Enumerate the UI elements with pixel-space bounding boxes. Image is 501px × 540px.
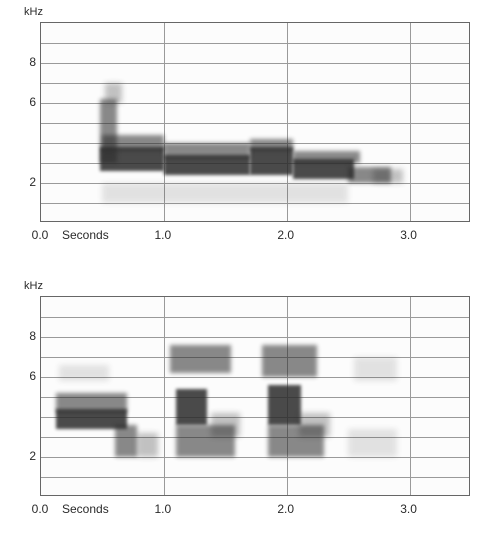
spectrogram-energy xyxy=(59,365,108,381)
grid-vline xyxy=(410,297,411,495)
spectrogram-energy xyxy=(348,429,397,457)
grid-hline xyxy=(41,43,469,44)
grid-hline xyxy=(41,317,469,318)
y-tick-label: 6 xyxy=(20,369,36,383)
spectrogram-energy xyxy=(176,389,207,425)
spectrogram-bottom xyxy=(40,296,470,496)
grid-hline xyxy=(41,357,469,358)
grid-hline xyxy=(41,63,469,64)
x-tick-label: 3.0 xyxy=(400,228,417,242)
spectrogram-energy xyxy=(293,151,361,163)
grid-vline xyxy=(410,23,411,221)
grid-hline xyxy=(41,437,469,438)
spectrogram-energy xyxy=(115,425,137,457)
x-tick-label: 3.0 xyxy=(400,502,417,516)
y-tick-label: 8 xyxy=(20,55,36,69)
x-axis-label: Seconds xyxy=(62,228,109,242)
spectrogram-energy xyxy=(373,169,404,183)
spectrogram-energy xyxy=(354,357,397,381)
spectrogram-energy xyxy=(268,385,301,425)
spectrogram-top xyxy=(40,22,470,222)
grid-hline xyxy=(41,203,469,204)
spectrogram-energy xyxy=(262,345,317,377)
spectrogram-energy xyxy=(105,83,122,103)
x-tick-label: 1.0 xyxy=(155,502,172,516)
y-tick-label: 2 xyxy=(20,449,36,463)
grid-hline xyxy=(41,337,469,338)
grid-vline xyxy=(164,297,165,495)
x-tick-label: 2.0 xyxy=(277,228,294,242)
x-tick-label: 2.0 xyxy=(277,502,294,516)
panel-top-title: kHz xyxy=(24,6,43,18)
y-tick-label: 2 xyxy=(20,175,36,189)
spectrogram-energy xyxy=(137,433,158,457)
page: kHz 2 6 8 0.0 1.0 2.0 3.0 Seconds kHz 2 … xyxy=(0,0,501,540)
panel-bottom-title: kHz xyxy=(24,280,43,292)
x-tick-label: 0.0 xyxy=(32,502,49,516)
spectrogram-energy xyxy=(299,413,330,437)
x-axis-label: Seconds xyxy=(62,502,109,516)
spectrogram-energy xyxy=(56,393,127,413)
grid-hline xyxy=(41,457,469,458)
spectrogram-energy xyxy=(250,147,293,175)
spectrogram-energy xyxy=(102,135,163,151)
x-tick-label: 0.0 xyxy=(32,228,49,242)
spectrogram-energy xyxy=(164,143,250,159)
spectrogram-energy xyxy=(170,345,231,373)
spectrogram-energy xyxy=(250,139,293,151)
y-tick-label: 8 xyxy=(20,329,36,343)
spectrogram-energy xyxy=(211,413,240,437)
spectrogram-energy xyxy=(102,183,348,203)
y-tick-label: 6 xyxy=(20,95,36,109)
x-tick-label: 1.0 xyxy=(155,228,172,242)
grid-hline xyxy=(41,477,469,478)
